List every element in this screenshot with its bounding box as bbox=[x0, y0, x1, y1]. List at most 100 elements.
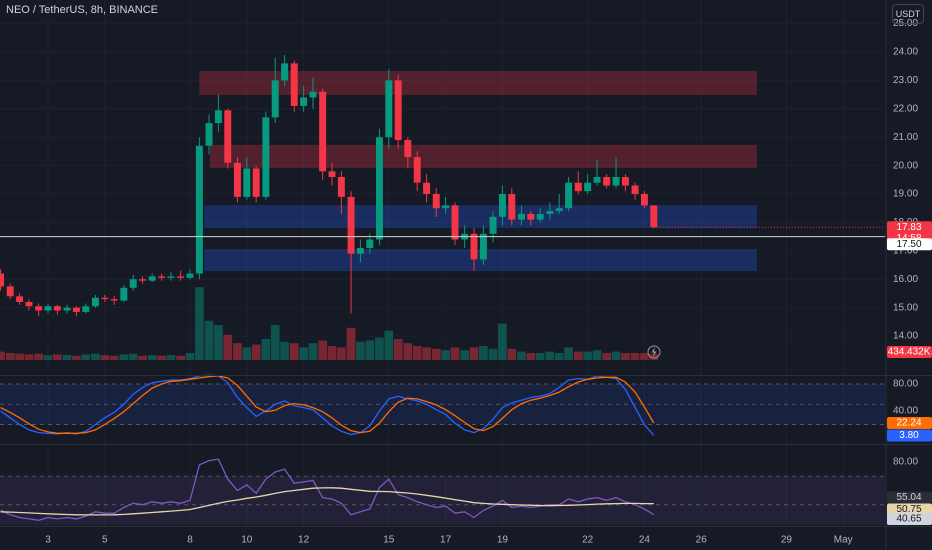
candle-body bbox=[546, 211, 554, 214]
zone bbox=[204, 205, 757, 229]
volume-bar bbox=[498, 323, 507, 360]
candle-body bbox=[584, 182, 592, 192]
candle-body bbox=[158, 276, 166, 278]
candle-body bbox=[309, 91, 317, 98]
candle-body bbox=[508, 194, 516, 220]
volume-bar bbox=[564, 347, 573, 360]
y-tick-label: 14.00 bbox=[893, 331, 918, 342]
candle-body bbox=[319, 91, 327, 172]
candle-body bbox=[16, 296, 24, 302]
candle-body bbox=[0, 273, 5, 287]
volume-bar bbox=[43, 355, 53, 360]
volume-bar bbox=[630, 353, 640, 360]
volume-bar bbox=[583, 351, 592, 360]
candle-body bbox=[517, 213, 525, 220]
candle-body bbox=[356, 248, 364, 254]
candle-body bbox=[53, 306, 61, 311]
candle-body bbox=[35, 306, 43, 311]
candle-body bbox=[640, 194, 648, 206]
candle-body bbox=[252, 168, 260, 197]
candle-body bbox=[290, 63, 298, 106]
candle-body bbox=[394, 80, 402, 141]
alert-icon[interactable] bbox=[647, 345, 661, 359]
candle-body bbox=[186, 273, 194, 278]
candle-body bbox=[214, 110, 222, 124]
zone bbox=[209, 144, 757, 168]
x-tick-label: 3 bbox=[45, 535, 51, 546]
volume-bar bbox=[34, 353, 43, 360]
volume-bar bbox=[318, 340, 327, 360]
candle-body bbox=[129, 279, 137, 288]
volume-bar bbox=[375, 337, 384, 360]
candle-body bbox=[233, 162, 241, 197]
candle-body bbox=[489, 216, 497, 234]
candle-body bbox=[110, 299, 118, 301]
candle-body bbox=[621, 176, 629, 186]
zone bbox=[199, 71, 757, 95]
indicator-band bbox=[0, 476, 885, 525]
x-tick-label: 12 bbox=[298, 535, 310, 546]
indicator-line bbox=[0, 374, 655, 436]
y-tick-label: 15.00 bbox=[893, 302, 918, 313]
x-tick-label: 22 bbox=[582, 535, 594, 546]
x-tick-label: 5 bbox=[102, 535, 108, 546]
volume-bar bbox=[507, 348, 517, 360]
candle-body bbox=[385, 80, 393, 138]
volume-bar bbox=[195, 287, 204, 360]
x-tick-label: 8 bbox=[187, 535, 193, 546]
band-value-label: 55.04 bbox=[896, 492, 921, 503]
volume-bar bbox=[460, 350, 469, 360]
volume-label: 434.432K bbox=[888, 347, 931, 358]
candle-body bbox=[262, 117, 270, 197]
volume-bar bbox=[233, 343, 242, 360]
volume-bar bbox=[450, 347, 460, 360]
indicator-value-label-box bbox=[887, 503, 932, 516]
candle-body bbox=[120, 287, 128, 301]
volume-bar bbox=[62, 355, 72, 360]
volume-bar bbox=[640, 353, 649, 360]
volume-bar bbox=[621, 353, 630, 360]
candle-body bbox=[72, 307, 80, 312]
volume-bar bbox=[308, 343, 318, 360]
y-tick-label: 22.00 bbox=[893, 103, 918, 114]
y-tick-label: 21.00 bbox=[893, 132, 918, 143]
candle-body bbox=[413, 157, 421, 183]
y-tick-label: 40.00 bbox=[893, 406, 918, 417]
candle-body bbox=[470, 233, 478, 260]
y-tick-label: 80.00 bbox=[893, 457, 918, 468]
candle-body bbox=[167, 276, 175, 278]
symbol-title: NEO / TetherUS, 8h, BINANCE bbox=[6, 4, 159, 16]
volume-bar bbox=[289, 343, 299, 360]
currency-button[interactable]: USDT bbox=[892, 4, 924, 24]
volume-bar bbox=[535, 353, 545, 360]
candle-body bbox=[337, 176, 345, 197]
x-tick-label: 19 bbox=[497, 535, 509, 546]
candle-body bbox=[565, 182, 573, 209]
volume-bar bbox=[393, 339, 403, 360]
volume-bar bbox=[479, 346, 488, 360]
volume-bar bbox=[526, 353, 536, 360]
candle-body bbox=[451, 205, 459, 240]
volume-bar bbox=[469, 347, 479, 360]
candle-body bbox=[281, 63, 289, 81]
volume-label-box bbox=[887, 346, 932, 358]
band-value-label-box bbox=[887, 491, 932, 504]
zone bbox=[204, 249, 757, 272]
volume-bar bbox=[365, 340, 375, 360]
price-line-label: 17.50 bbox=[896, 239, 921, 250]
last-price-label-box bbox=[887, 221, 932, 244]
volume-bar bbox=[24, 354, 34, 360]
x-tick-label: 17 bbox=[440, 535, 452, 546]
volume-bar bbox=[422, 347, 431, 360]
volume-bar bbox=[15, 353, 24, 360]
volume-bar bbox=[100, 355, 110, 360]
volume-bar bbox=[109, 355, 119, 360]
y-tick-label: 19.00 bbox=[893, 189, 918, 200]
candle-body bbox=[224, 110, 232, 163]
y-tick-label: 23.00 bbox=[893, 75, 918, 86]
x-tick-label: 26 bbox=[696, 535, 708, 546]
volume-bar bbox=[53, 354, 62, 360]
indicator-value-label: 50.75 bbox=[896, 504, 921, 515]
candle-body bbox=[650, 205, 658, 228]
